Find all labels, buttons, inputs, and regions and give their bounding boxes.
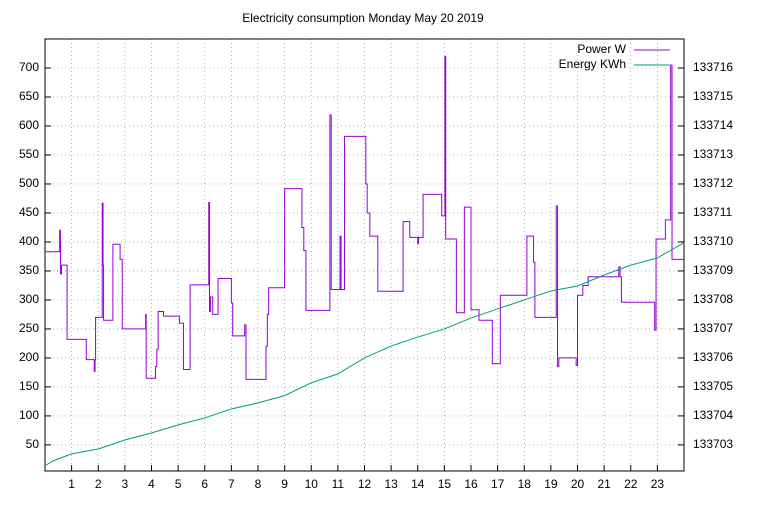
x-tick-label: 5 [175,477,182,491]
x-tick-label: 22 [624,477,638,491]
y-tick-label: 550 [19,147,39,161]
legend-label: Power W [577,42,626,56]
y-tick-label: 350 [19,263,39,277]
y2-tick-label: 133715 [693,89,733,103]
y-tick-label: 400 [19,234,39,248]
y2-tick-label: 133713 [693,147,733,161]
x-tick-label: 1 [68,477,75,491]
x-tick-label: 21 [597,477,611,491]
x-tick-label: 4 [148,477,155,491]
series-line [44,242,685,467]
x-tick-label: 6 [201,477,208,491]
x-tick-label: 7 [228,477,235,491]
x-tick-label: 15 [438,477,452,491]
x-tick-label: 9 [281,477,288,491]
y2-tick-label: 133708 [693,292,733,306]
series-line [45,55,684,380]
x-tick-label: 12 [358,477,372,491]
y-tick-label: 500 [19,176,39,190]
y-tick-label: 450 [19,205,39,219]
x-tick-label: 14 [411,477,425,491]
x-tick-label: 8 [255,477,262,491]
legend-label: Energy KWh [559,57,626,71]
y2-tick-label: 133711 [693,205,732,219]
chart-title: Electricity consumption Monday May 20 20… [242,11,484,25]
y2-tick-label: 133703 [693,437,733,451]
y-tick-label: 300 [19,292,39,306]
y-tick-label: 650 [19,89,39,103]
x-tick-label: 3 [122,477,129,491]
y2-tick-label: 133706 [693,350,733,364]
y-tick-label: 150 [19,379,39,393]
y-tick-label: 200 [19,350,39,364]
x-tick-label: 23 [651,477,665,491]
y2-tick-label: 133705 [693,379,733,393]
y-tick-label: 50 [26,437,40,451]
y2-tick-label: 133710 [693,234,733,248]
x-tick-label: 11 [332,477,345,491]
x-tick-label: 13 [384,477,398,491]
plot-border [44,38,685,472]
y2-tick-label: 133712 [693,176,733,190]
y-tick-label: 100 [19,408,39,422]
x-tick-label: 19 [544,477,558,491]
x-tick-label: 16 [464,477,478,491]
x-tick-label: 20 [571,477,585,491]
y2-tick-label: 133714 [693,118,733,132]
x-tick-label: 17 [491,477,505,491]
x-tick-label: 10 [305,477,319,491]
y2-tick-label: 133716 [693,60,733,74]
y-tick-label: 250 [19,321,39,335]
x-tick-label: 18 [518,477,532,491]
y2-tick-label: 133704 [693,408,733,422]
y2-tick-label: 133707 [693,321,733,335]
x-tick-label: 2 [95,477,102,491]
y-tick-label: 700 [19,60,39,74]
y-tick-label: 600 [19,118,39,132]
y2-tick-label: 133709 [693,263,733,277]
